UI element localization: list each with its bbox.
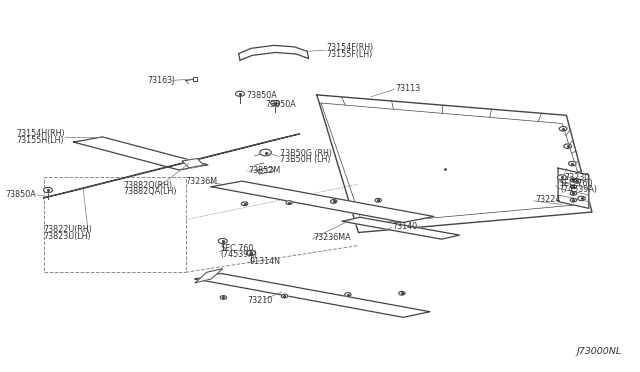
Text: J73000NL: J73000NL bbox=[577, 347, 622, 356]
Circle shape bbox=[286, 201, 292, 205]
Circle shape bbox=[246, 250, 255, 256]
Polygon shape bbox=[182, 158, 204, 168]
Text: 73882QA(LH): 73882QA(LH) bbox=[123, 187, 177, 196]
Circle shape bbox=[271, 100, 280, 106]
Polygon shape bbox=[211, 181, 434, 222]
Text: 73210: 73210 bbox=[247, 296, 272, 305]
Bar bbox=[44, 177, 186, 272]
Circle shape bbox=[375, 198, 381, 202]
Circle shape bbox=[330, 199, 337, 203]
Text: 73850A: 73850A bbox=[5, 190, 36, 199]
Circle shape bbox=[559, 126, 567, 131]
Text: SEC.760: SEC.760 bbox=[221, 244, 254, 253]
Text: 73155F(LH): 73155F(LH) bbox=[326, 50, 372, 59]
Text: 73154H(RH): 73154H(RH) bbox=[16, 129, 65, 138]
Text: 73230: 73230 bbox=[564, 173, 589, 182]
Circle shape bbox=[578, 196, 586, 201]
Polygon shape bbox=[257, 167, 274, 174]
Circle shape bbox=[345, 293, 351, 296]
Text: 73850A: 73850A bbox=[246, 91, 277, 100]
Text: SEC.760: SEC.760 bbox=[560, 179, 593, 188]
Text: 73850A: 73850A bbox=[266, 100, 296, 109]
Circle shape bbox=[557, 175, 566, 180]
Circle shape bbox=[564, 144, 572, 148]
Text: 73140: 73140 bbox=[392, 222, 417, 231]
Text: 73852M: 73852M bbox=[248, 166, 280, 174]
Text: 73154F(RH): 73154F(RH) bbox=[326, 43, 374, 52]
Circle shape bbox=[570, 178, 577, 182]
Circle shape bbox=[44, 187, 52, 193]
Polygon shape bbox=[44, 134, 300, 198]
Circle shape bbox=[399, 291, 405, 295]
Circle shape bbox=[236, 91, 244, 96]
Text: 73224: 73224 bbox=[535, 195, 561, 204]
Circle shape bbox=[260, 149, 271, 156]
Polygon shape bbox=[195, 269, 223, 283]
Circle shape bbox=[220, 296, 227, 299]
Circle shape bbox=[573, 179, 580, 183]
Polygon shape bbox=[195, 273, 430, 317]
Text: 73236M: 73236M bbox=[186, 177, 218, 186]
Circle shape bbox=[570, 198, 577, 202]
Polygon shape bbox=[74, 137, 208, 170]
Text: 91314N: 91314N bbox=[250, 257, 280, 266]
Circle shape bbox=[570, 192, 577, 195]
Circle shape bbox=[568, 161, 576, 166]
Text: (74539A): (74539A) bbox=[560, 185, 597, 194]
Text: 73B50H (LH): 73B50H (LH) bbox=[280, 155, 331, 164]
Text: (74539A): (74539A) bbox=[221, 250, 258, 259]
Text: 73822U(RH): 73822U(RH) bbox=[44, 225, 92, 234]
Polygon shape bbox=[342, 217, 460, 239]
Circle shape bbox=[218, 238, 227, 244]
Text: 73155H(LH): 73155H(LH) bbox=[16, 136, 63, 145]
Text: 73B50G (RH): 73B50G (RH) bbox=[280, 149, 332, 158]
Text: 73113: 73113 bbox=[396, 84, 420, 93]
Text: 73882Q(RH): 73882Q(RH) bbox=[123, 181, 172, 190]
Polygon shape bbox=[317, 95, 592, 232]
Circle shape bbox=[570, 185, 577, 189]
Circle shape bbox=[241, 202, 248, 206]
Text: 73823U(LH): 73823U(LH) bbox=[44, 232, 91, 241]
Text: 73163J: 73163J bbox=[147, 76, 175, 85]
Text: 73236MA: 73236MA bbox=[314, 233, 351, 242]
Polygon shape bbox=[558, 168, 589, 208]
Circle shape bbox=[281, 294, 287, 298]
